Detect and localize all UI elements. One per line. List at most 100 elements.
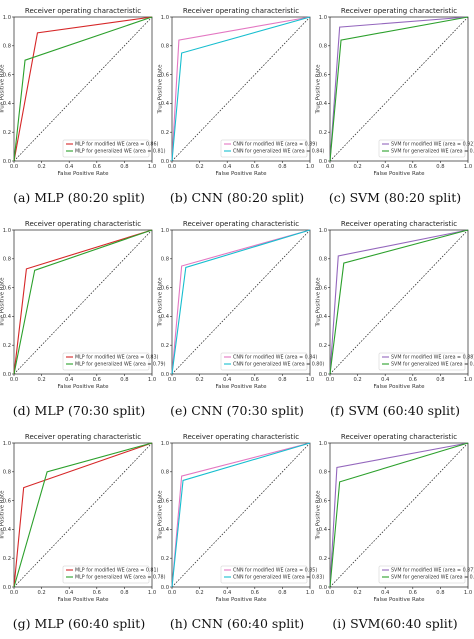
x-axis-label: False Positive Rate bbox=[57, 384, 109, 390]
x-axis-label: False Positive Rate bbox=[373, 597, 425, 603]
y-tick-label: 0.4 bbox=[3, 101, 12, 107]
subfigure-caption: (e) CNN (70:30 split) bbox=[170, 403, 304, 418]
x-tick-label: 1.0 bbox=[148, 377, 156, 383]
plot-frame bbox=[171, 229, 311, 375]
roc-curve-generalized-we bbox=[13, 16, 153, 162]
y-axis-label: True Positive Rate bbox=[316, 64, 322, 115]
legend-entry-label: CNN for modified WE (area = 0.85) bbox=[233, 568, 317, 574]
plot-frame bbox=[13, 16, 153, 162]
x-axis-label: False Positive Rate bbox=[215, 171, 267, 177]
legend-entry-label: MLP for generalized WE (area = 0.79) bbox=[75, 362, 166, 368]
subfigure-caption: (a) MLP (80:20 split) bbox=[13, 190, 145, 205]
y-tick-label: 1.0 bbox=[161, 228, 169, 234]
x-tick-label: 0.8 bbox=[120, 590, 128, 596]
plot-frame bbox=[171, 16, 311, 162]
chance-diagonal-line bbox=[171, 16, 311, 162]
subfigure-caption: (f) SVM (60:40 split) bbox=[330, 403, 460, 418]
y-tick-label: 0.2 bbox=[3, 130, 11, 136]
y-tick-label: 0.4 bbox=[3, 527, 12, 533]
y-tick-label: 0.8 bbox=[161, 44, 169, 50]
y-axis-label: True Positive Rate bbox=[0, 277, 6, 328]
roc-curve-generalized-we bbox=[329, 16, 469, 162]
x-tick-label: 0.2 bbox=[353, 590, 361, 596]
roc-chart-svg: Receiver operating characteristic 0.0 0.2 0… bbox=[158, 433, 325, 603]
chart-title: Receiver operating characteristic bbox=[341, 7, 457, 15]
plot-frame bbox=[329, 229, 469, 375]
legend-box bbox=[220, 352, 308, 371]
chart-title: Receiver operating characteristic bbox=[341, 220, 457, 228]
y-tick-label: 0.2 bbox=[161, 343, 169, 349]
y-tick-label: 1.0 bbox=[3, 228, 11, 234]
x-tick-label: 0.8 bbox=[278, 590, 286, 596]
x-tick-label: 0.4 bbox=[223, 377, 232, 383]
legend-entry-label: MLP for modified WE (area = 0.86) bbox=[75, 142, 158, 148]
x-tick-label: 0.2 bbox=[195, 377, 203, 383]
roc-curve-generalized-we bbox=[171, 16, 311, 162]
x-tick-label: 0.2 bbox=[37, 164, 45, 170]
y-tick-label: 0.8 bbox=[161, 257, 169, 263]
y-tick-label: 0.6 bbox=[319, 285, 327, 291]
y-tick-label: 0.8 bbox=[161, 470, 169, 476]
y-tick-label: 0.6 bbox=[3, 72, 11, 78]
x-tick-label: 1.0 bbox=[148, 590, 156, 596]
x-axis-label: False Positive Rate bbox=[57, 597, 109, 603]
legend-entry-label: MLP for modified WE (area = 0.81) bbox=[75, 568, 158, 574]
x-tick-label: 0.2 bbox=[195, 164, 203, 170]
x-tick-label: 1.0 bbox=[464, 590, 472, 596]
roc-chart-svg: Receiver operating characteristic 0.0 0.2 0… bbox=[0, 220, 166, 390]
chance-diagonal-line bbox=[329, 16, 469, 162]
x-tick-label: 0.4 bbox=[65, 377, 74, 383]
y-tick-label: 0.8 bbox=[3, 470, 11, 476]
legend-box bbox=[378, 565, 466, 584]
x-tick-label: 0.8 bbox=[436, 377, 444, 383]
roc-curve-generalized-we bbox=[171, 229, 311, 375]
y-axis-label: True Positive Rate bbox=[316, 490, 322, 541]
y-tick-label: 0.0 bbox=[319, 585, 327, 591]
roc-chart-panel: Receiver operating characteristic 0.0 0.2 0… bbox=[0, 0, 166, 213]
roc-chart-panel: Receiver operating characteristic 0.0 0.2 0… bbox=[0, 213, 166, 426]
roc-curve-modified-we bbox=[171, 442, 311, 588]
x-tick-label: 0.6 bbox=[409, 377, 417, 383]
legend-box bbox=[220, 139, 308, 158]
y-axis-label: True Positive Rate bbox=[0, 490, 6, 541]
subfigure-caption: (d) MLP (70:30 split) bbox=[12, 403, 146, 418]
y-tick-label: 0.8 bbox=[319, 257, 327, 263]
roc-curve-modified-we bbox=[13, 16, 153, 162]
x-tick-label: 0.2 bbox=[353, 377, 361, 383]
chart-title: Receiver operating characteristic bbox=[183, 433, 299, 441]
x-tick-label: 0.6 bbox=[251, 164, 259, 170]
roc-curve-generalized-we bbox=[329, 229, 469, 375]
subfigure-caption: (h) CNN (60:40 split) bbox=[169, 616, 305, 631]
y-tick-label: 0.6 bbox=[161, 72, 169, 78]
y-tick-label: 1.0 bbox=[319, 441, 327, 447]
x-axis-label: False Positive Rate bbox=[373, 384, 425, 390]
y-tick-label: 0.2 bbox=[3, 343, 11, 349]
chart-title: Receiver operating characteristic bbox=[25, 433, 141, 441]
x-axis-label: False Positive Rate bbox=[215, 597, 267, 603]
x-axis-label: False Positive Rate bbox=[373, 171, 425, 177]
y-tick-label: 0.0 bbox=[319, 159, 327, 165]
x-tick-label: 0.0 bbox=[10, 377, 18, 383]
y-tick-label: 0.0 bbox=[319, 372, 327, 378]
chance-diagonal-line bbox=[13, 16, 153, 162]
chance-diagonal-line bbox=[171, 229, 311, 375]
chart-title: Receiver operating characteristic bbox=[341, 433, 457, 441]
roc-curve-modified-we bbox=[13, 442, 153, 588]
y-tick-label: 1.0 bbox=[319, 228, 327, 234]
x-axis-label: False Positive Rate bbox=[215, 384, 267, 390]
y-tick-label: 1.0 bbox=[161, 15, 169, 21]
x-tick-label: 0.2 bbox=[37, 590, 45, 596]
x-tick-label: 0.8 bbox=[120, 164, 128, 170]
legend-box bbox=[62, 565, 150, 584]
legend-entry-label: MLP for modified WE (area = 0.83) bbox=[75, 355, 158, 361]
x-tick-label: 0.4 bbox=[223, 164, 232, 170]
y-tick-label: 1.0 bbox=[319, 15, 327, 21]
legend-box bbox=[378, 352, 466, 371]
x-tick-label: 0.0 bbox=[168, 377, 176, 383]
y-tick-label: 0.6 bbox=[319, 72, 327, 78]
plot-frame bbox=[171, 442, 311, 588]
x-tick-label: 1.0 bbox=[148, 164, 156, 170]
chance-diagonal-line bbox=[329, 229, 469, 375]
x-tick-label: 0.0 bbox=[326, 164, 334, 170]
y-tick-label: 0.8 bbox=[3, 44, 11, 50]
